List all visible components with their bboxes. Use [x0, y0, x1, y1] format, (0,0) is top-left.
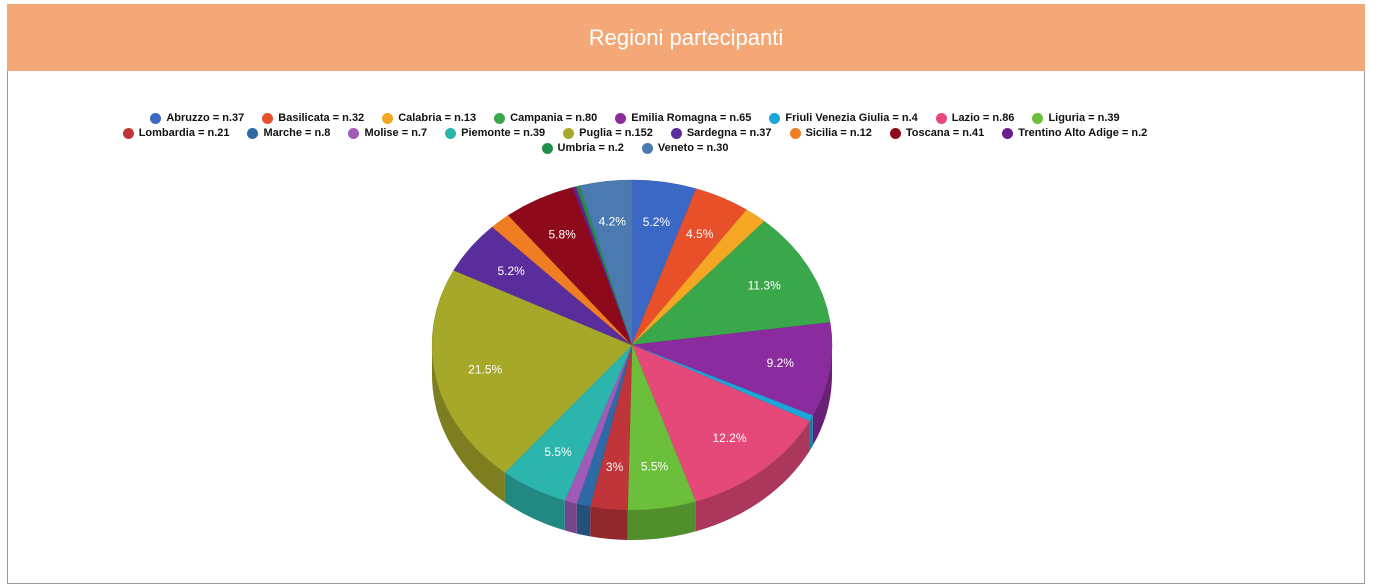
legend-swatch: [789, 127, 801, 139]
legend-item: Trentino Alto Adige = n.2: [1002, 126, 1147, 140]
legend-swatch: [769, 112, 781, 124]
legend-label: Sardegna = n.37: [686, 127, 772, 139]
legend-swatch: [262, 112, 274, 124]
legend-label: Calabria = n.13: [398, 112, 477, 124]
legend-label: Molise = n.7: [364, 127, 428, 139]
legend-swatch: [1002, 127, 1014, 139]
legend-item: Sardegna = n.37: [670, 126, 772, 140]
slice: [631, 220, 831, 346]
legend-item: Piemonte = n.39: [445, 126, 545, 140]
slice: [431, 269, 633, 473]
legend-item: Molise = n.7: [348, 126, 427, 140]
legend-label: Piemonte = n.39: [461, 127, 546, 139]
legend-swatch: [641, 142, 653, 154]
slice-side: [812, 345, 832, 446]
legend-label: Friuli Venezia Giulia = n.4: [785, 112, 918, 124]
legend-item: Friuli Venezia Giulia = n.4: [769, 111, 918, 125]
data-label: 4.5%: [686, 227, 714, 241]
legend-item: Emilia Romagna = n.65: [615, 111, 751, 125]
legend-item: Lazio = n.86: [935, 111, 1015, 125]
data-label: 5.5%: [641, 460, 669, 474]
legend-swatch: [494, 112, 506, 124]
legend-item: Umbria = n.2: [541, 141, 624, 155]
legend-label: Lazio = n.86: [951, 112, 1015, 124]
data-label: 4.2%: [599, 214, 627, 228]
data-label: 5.8%: [548, 228, 576, 242]
legend-swatch: [122, 127, 134, 139]
legend-item: Sicilia = n.12: [789, 126, 872, 140]
data-label: 11.3%: [748, 279, 781, 293]
slice-side: [504, 472, 565, 531]
legend-item: Liguria = n.39: [1032, 111, 1120, 125]
data-label: 21.5%: [468, 362, 502, 376]
legend-swatch: [445, 127, 457, 139]
slice-side: [564, 500, 577, 534]
legend-label: Abruzzo = n.37: [166, 112, 245, 124]
legend-label: Lombardia = n.21: [138, 127, 230, 139]
legend-swatch: [670, 127, 682, 139]
legend-label: Marche = n.8: [263, 127, 331, 139]
legend-label: Toscana = n.41: [905, 127, 985, 139]
chart: 5.2% 4.5% 11.3% 9.2% 12.2% 5.5% 3% 5.5% 21.5% 5.2…: [431, 179, 833, 540]
legend-swatch: [563, 127, 575, 139]
slice: [631, 344, 810, 502]
data-label: 5.5%: [544, 445, 572, 459]
data-label: 5.2%: [643, 215, 671, 229]
legend-label: Umbria = n.2: [557, 142, 624, 154]
legend-swatch: [541, 142, 553, 154]
legend-item: Calabria = n.13: [382, 111, 476, 125]
legend-item: Toscana = n.41: [889, 126, 985, 140]
legend-swatch: [348, 127, 360, 139]
legend-label: Emilia Romagna = n.65: [631, 112, 752, 124]
data-label: 3%: [606, 460, 624, 474]
slice: [579, 179, 633, 346]
legend-swatch: [889, 127, 901, 139]
legend-item: Lombardia = n.21: [122, 126, 230, 140]
legend-item: Marche = n.8: [247, 126, 330, 140]
legend-label: Liguria = n.39: [1048, 112, 1120, 124]
slice-side: [432, 345, 505, 503]
slice-side: [809, 415, 813, 452]
data-label: 5.2%: [497, 264, 525, 278]
legend-item: Campania = n.80: [494, 111, 597, 125]
legend-item: Veneto = n.30: [641, 141, 729, 155]
legend-label: Sicilia = n.12: [805, 127, 872, 139]
legend-swatch: [247, 127, 259, 139]
legend-item: Puglia = n.152: [563, 126, 653, 140]
slice-side: [590, 506, 628, 540]
chart-title: Regioni partecipanti: [7, 4, 1365, 71]
legend-swatch: [382, 112, 394, 124]
slice-side: [695, 421, 810, 532]
slice-side: [627, 501, 696, 540]
legend-swatch: [1032, 112, 1044, 124]
legend-label: Trentino Alto Adige = n.2: [1018, 127, 1148, 139]
legend-swatch: [615, 112, 627, 124]
legend-label: Veneto = n.30: [657, 142, 729, 154]
legend-item: Basilicata = n.32: [262, 111, 364, 125]
legend-label: Basilicata = n.32: [278, 112, 365, 124]
page: {"chart_data": {"type": "pie", "title": …: [7, 4, 1365, 584]
legend-label: Campania = n.80: [510, 112, 598, 124]
slice: [631, 322, 833, 416]
legend: Abruzzo = n.37 Basilicata = n.32 Calabria …: [95, 111, 1175, 155]
legend-swatch: [935, 112, 947, 124]
data-label: 12.2%: [712, 431, 746, 445]
legend-item: Abruzzo = n.37: [150, 111, 244, 125]
slice-side: [576, 503, 591, 537]
legend-swatch: [150, 112, 162, 124]
legend-label: Puglia = n.152: [579, 127, 653, 139]
data-label: 9.2%: [767, 356, 795, 370]
